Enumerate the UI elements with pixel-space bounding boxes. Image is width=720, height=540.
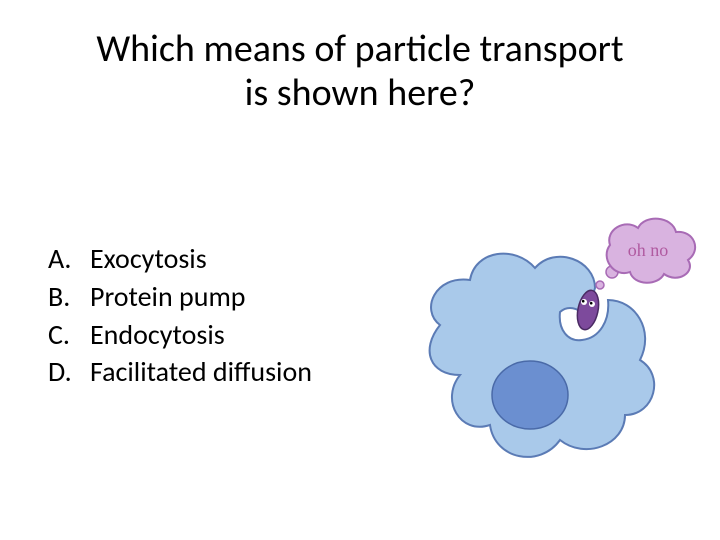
title-line-2: is shown here?: [245, 70, 476, 116]
cell-svg: oh no: [400, 200, 700, 500]
option-letter: A.: [48, 240, 90, 278]
option-b: B. Protein pump: [48, 278, 312, 316]
option-letter: B.: [48, 278, 90, 316]
option-text: Facilitated diffusion: [90, 353, 312, 391]
option-letter: C.: [48, 316, 90, 354]
option-text: Exocytosis: [90, 240, 207, 278]
option-text: Endocytosis: [90, 316, 225, 354]
thought-bubble-text: oh no: [628, 240, 669, 260]
answer-options: A. Exocytosis B. Protein pump C. Endocyt…: [48, 240, 312, 391]
option-d: D. Facilitated diffusion: [48, 353, 312, 391]
option-text: Protein pump: [90, 278, 246, 316]
option-letter: D.: [48, 353, 90, 391]
nucleus-icon: [492, 361, 568, 429]
particle-pupil-icon: [590, 302, 593, 305]
thought-dot-icon: [596, 281, 604, 289]
particle-pupil-icon: [582, 300, 585, 303]
option-c: C. Endocytosis: [48, 316, 312, 354]
option-a: A. Exocytosis: [48, 240, 312, 278]
title-line-1: Which means of particle transport: [96, 26, 623, 72]
question-title: Which means of particle transport is sho…: [0, 0, 720, 115]
cell-illustration: oh no: [400, 200, 700, 500]
